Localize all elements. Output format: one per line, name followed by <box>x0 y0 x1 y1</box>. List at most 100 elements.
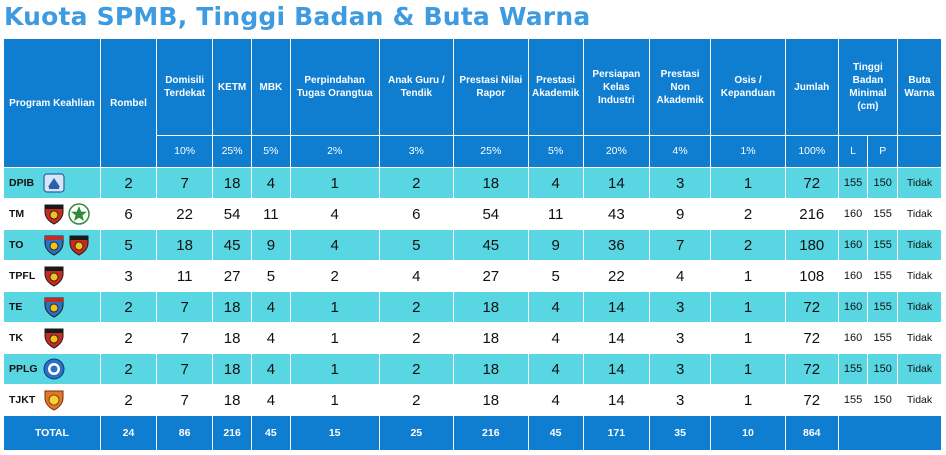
red-shield-logo-icon <box>68 234 90 256</box>
cell-non-akademik: 9 <box>648 198 712 230</box>
cell-anak-guru: 2 <box>378 291 455 323</box>
cell-l: 160 <box>837 291 869 323</box>
total-jumlah: 864 <box>784 415 839 451</box>
cell-p: 155 <box>867 198 898 230</box>
total-row: TOTAL 24 86 216 45 15 25 216 45 171 35 1… <box>3 415 943 451</box>
cell-perpindahan: 1 <box>289 353 380 385</box>
header-osis: Osis / Kepanduan <box>710 38 786 136</box>
cell-ketm: 27 <box>212 260 252 292</box>
table-row: TM 6 22 54 11 4 6 54 11 43 9 2 216 160 155 Tidak <box>3 198 942 230</box>
cell-perpindahan: 4 <box>289 229 380 261</box>
percent-row: 10% 25% 5% 2% 3% 25% 5% 20% 4% 1% 100% L… <box>4 135 942 168</box>
cell-domisili: 7 <box>156 167 214 199</box>
cell-nilai-rapor: 18 <box>453 384 529 416</box>
header-akademik: Prestasi Akademik <box>527 38 584 136</box>
cell-mbk: 4 <box>250 291 291 323</box>
cell-l: 155 <box>837 353 869 385</box>
header-empty <box>897 135 942 168</box>
cell-ketm: 18 <box>212 322 252 354</box>
cell-anak-guru: 4 <box>378 260 455 292</box>
cell-perpindahan: 2 <box>289 260 380 292</box>
program-cell: TO <box>3 229 101 261</box>
cell-mbk: 4 <box>250 384 291 416</box>
program-code: PPLG <box>9 363 38 375</box>
cell-rombel: 2 <box>99 291 158 323</box>
program-code: TO <box>9 239 24 251</box>
cell-domisili: 22 <box>156 198 214 230</box>
cell-jumlah: 72 <box>784 353 839 385</box>
total-ketm: 216 <box>212 415 252 451</box>
cell-jumlah: 72 <box>784 167 839 199</box>
table-row: DPIB 2 7 18 4 1 2 18 4 14 3 1 72 155 150 Tidak <box>3 167 942 199</box>
red-shield-logo-icon <box>43 327 65 349</box>
blue-shield-logo-icon <box>43 234 65 256</box>
cell-rombel: 6 <box>99 198 158 230</box>
cell-rombel: 3 <box>99 260 158 292</box>
cell-rombel: 5 <box>99 229 158 261</box>
header-domisili: Domisili Terdekat <box>156 38 214 136</box>
cell-nilai-rapor: 18 <box>453 167 529 199</box>
cell-buta-warna: Tidak <box>897 291 942 323</box>
percent-ketm: 25% <box>212 135 252 168</box>
total-mbk: 45 <box>250 415 291 451</box>
cell-perpindahan: 1 <box>289 167 380 199</box>
page-title: Kuota SPMB, Tinggi Badan & Buta Warna <box>4 2 591 31</box>
cell-non-akademik: 3 <box>648 291 712 323</box>
cell-perpindahan: 1 <box>289 384 380 416</box>
header-program: Program Keahlian <box>3 38 101 168</box>
cell-domisili: 7 <box>156 384 214 416</box>
program-cell: TPFL <box>3 260 101 292</box>
cell-osis: 2 <box>710 198 786 230</box>
cell-rombel: 2 <box>99 353 158 385</box>
percent-osis: 1% <box>710 135 786 168</box>
cell-mbk: 4 <box>250 353 291 385</box>
cell-perpindahan: 1 <box>289 291 380 323</box>
total-anak-guru: 25 <box>378 415 455 451</box>
cell-ketm: 18 <box>212 353 252 385</box>
cell-p: 155 <box>867 291 898 323</box>
percent-anak-guru: 3% <box>378 135 455 168</box>
cell-buta-warna: Tidak <box>897 167 942 199</box>
total-akademik: 45 <box>527 415 584 451</box>
header-jumlah: Jumlah <box>784 38 839 136</box>
cell-osis: 1 <box>710 291 786 323</box>
cell-persiapan: 14 <box>582 167 651 199</box>
program-code: TM <box>9 208 25 220</box>
program-cell: TE <box>3 291 101 323</box>
header-rombel: Rombel <box>99 38 158 168</box>
percent-persiapan: 20% <box>582 135 651 168</box>
header-non-akademik: Prestasi Non Akademik <box>648 38 712 136</box>
cell-akademik: 5 <box>527 260 584 292</box>
program-cell: TM <box>3 198 101 230</box>
header-persiapan: Persiapan Kelas Industri <box>582 38 651 136</box>
cell-l: 160 <box>837 198 869 230</box>
cell-jumlah: 72 <box>784 322 839 354</box>
cell-non-akademik: 4 <box>648 260 712 292</box>
header-anak-guru: Anak Guru / Tendik <box>378 38 455 136</box>
cell-nilai-rapor: 18 <box>453 322 529 354</box>
header-mbk: MBK <box>250 38 291 136</box>
cell-jumlah: 180 <box>784 229 839 261</box>
cell-osis: 1 <box>710 353 786 385</box>
cell-anak-guru: 2 <box>378 384 455 416</box>
total-osis: 10 <box>710 415 786 451</box>
program-cell: PPLG <box>3 353 101 385</box>
cell-nilai-rapor: 27 <box>453 260 529 292</box>
total-nilai-rapor: 216 <box>453 415 529 451</box>
cell-domisili: 7 <box>156 353 214 385</box>
cell-non-akademik: 3 <box>648 384 712 416</box>
cell-akademik: 4 <box>527 291 584 323</box>
cell-ketm: 18 <box>212 384 252 416</box>
cell-jumlah: 72 <box>784 384 839 416</box>
red-shield-logo-icon <box>43 265 65 287</box>
total-label: TOTAL <box>3 415 101 451</box>
cell-buta-warna: Tidak <box>897 322 942 354</box>
total-empty <box>837 415 943 451</box>
cell-akademik: 11 <box>527 198 584 230</box>
cell-akademik: 4 <box>527 167 584 199</box>
cell-persiapan: 14 <box>582 384 651 416</box>
header-tinggi: Tinggi Badan Minimal (cm) <box>837 38 899 136</box>
cell-ketm: 45 <box>212 229 252 261</box>
cell-p: 155 <box>867 229 898 261</box>
orange-shield-logo-icon <box>43 389 65 411</box>
